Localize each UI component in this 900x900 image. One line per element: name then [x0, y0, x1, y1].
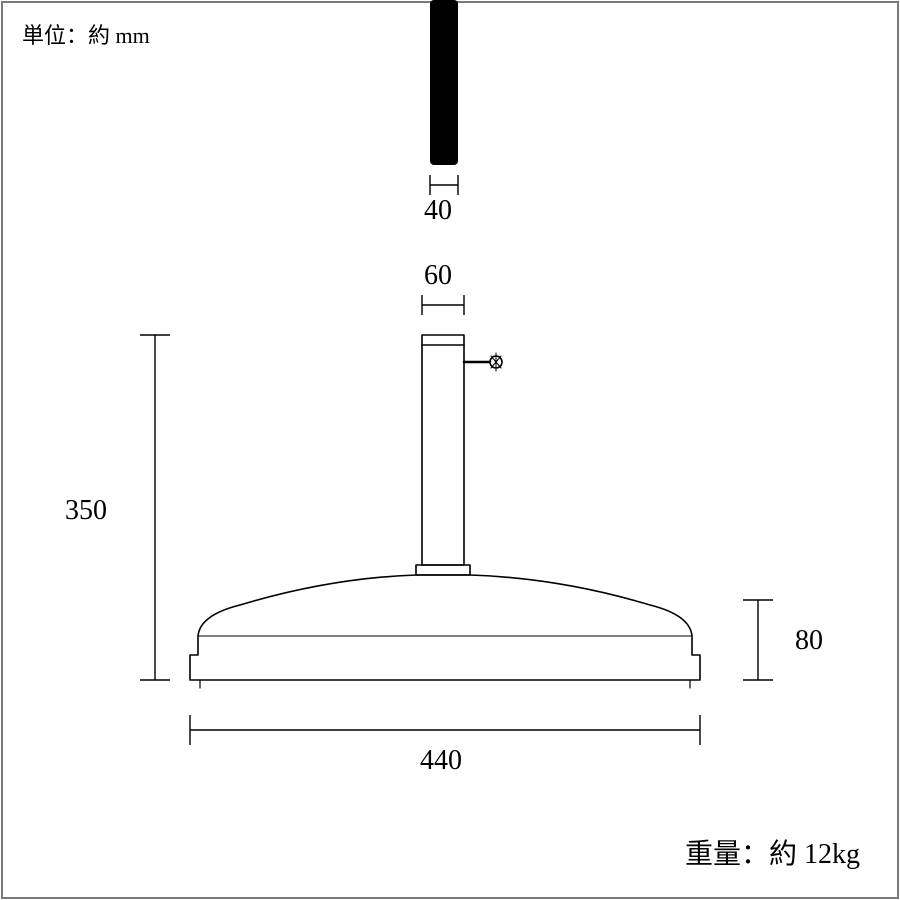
pole	[430, 0, 458, 165]
dim-tube-width-label: 60	[424, 260, 452, 292]
dim-pole-width-label: 40	[424, 195, 452, 227]
weight-label: 重量：約 12kg	[685, 832, 860, 872]
dim-base-height-label: 80	[795, 625, 823, 657]
product-outline	[190, 335, 700, 688]
dim-tube-width	[422, 295, 464, 315]
dim-total-height-label: 350	[65, 495, 107, 527]
dim-base-width	[190, 715, 700, 745]
diagram-frame: 単位：約 mm 40 60 350 80 440 重量：約 12kg	[0, 0, 900, 900]
dim-base-height	[743, 600, 773, 680]
dim-pole-width	[430, 175, 458, 195]
unit-label: 単位：約 mm	[22, 18, 150, 50]
dim-base-width-label: 440	[420, 745, 462, 777]
dim-total-height	[140, 335, 170, 680]
